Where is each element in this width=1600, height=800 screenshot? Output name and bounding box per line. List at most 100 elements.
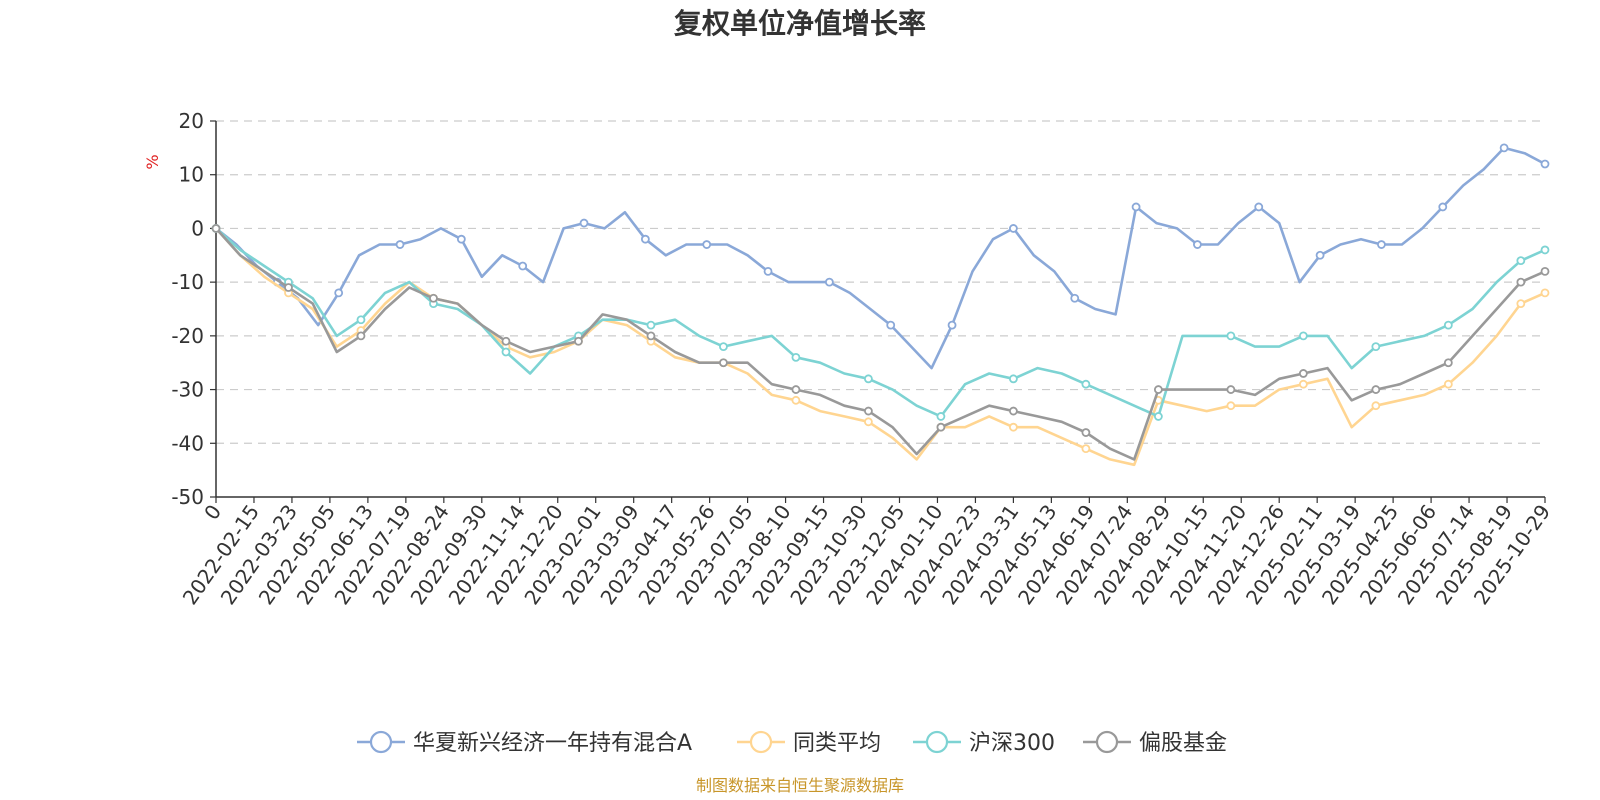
data-point [886,320,896,330]
data-point [1540,159,1550,169]
data-point [1371,401,1381,411]
data-point [211,224,221,233]
data-point [1377,240,1386,249]
data-point [791,385,801,394]
data-point [791,395,801,405]
data-point [1298,379,1308,389]
data-point [1081,444,1091,454]
data-point [1254,202,1264,212]
data-point [947,320,957,330]
data-point [1540,245,1550,255]
legend: 华夏新兴经济一年持有混合A 同类平均 沪深300 偏股基金 [357,730,1227,756]
data-point [1540,288,1550,298]
data-point [574,336,583,346]
y-tick-label: -50 [171,485,204,509]
legend-circle-icon [369,730,393,754]
data-point [1516,256,1526,266]
data-point [1516,277,1526,287]
series-line-2 [215,227,1546,418]
x-tick-label: 0 [199,500,226,524]
data-point [395,240,405,249]
source-note: 制图数据来自恒生聚源数据库 [696,776,904,795]
y-tick-label: -20 [171,324,204,348]
series-line-0 [215,146,1546,370]
data-point [936,422,946,432]
data-point [334,288,344,298]
data-point [719,358,728,368]
data-point [579,218,589,228]
data-point [356,315,366,325]
data-point [1298,369,1308,378]
data-point [501,336,511,346]
data-point [1070,293,1080,303]
data-point [791,352,801,362]
data-point [1081,379,1091,389]
y-tick-label: -30 [171,378,204,402]
legend-item-0[interactable]: 华夏新兴经济一年持有混合A [357,730,692,756]
data-point [719,342,728,352]
y-tick-label: 10 [179,163,204,187]
data-point [1298,331,1308,341]
data-point [1371,385,1381,394]
data-point [1081,428,1091,437]
data-point [1499,143,1509,153]
data-point [1443,358,1453,368]
data-point [702,240,712,249]
y-tick-label: 0 [191,216,204,240]
data-point [1009,422,1018,432]
legend-label: 华夏新兴经济一年持有混合A [413,731,692,756]
data-point [1131,202,1141,212]
legend-item-1[interactable]: 同类平均 [737,730,881,756]
data-point [1371,342,1381,352]
data-point [646,320,656,330]
data-point [640,234,650,244]
series-line-3 [215,227,1546,461]
data-point [1009,374,1018,384]
y-tick-label: -10 [171,270,204,294]
data-point [1193,240,1202,249]
data-point [1009,406,1018,416]
legend-circle-icon [1095,730,1119,754]
data-point [1438,202,1448,212]
legend-label: 偏股基金 [1139,731,1227,756]
y-axis-unit: % [143,154,162,169]
data-point [1540,266,1550,276]
series-line-1 [215,227,1546,467]
data-point [763,266,773,276]
data-point [456,234,466,244]
data-point [518,261,528,271]
data-point [1009,224,1018,233]
data-point [936,412,946,421]
data-point [501,347,511,357]
series-lines [211,143,1550,467]
legend-label: 沪深300 [969,731,1055,756]
axes: 20100-10-20-30-40-5002022-02-152022-03-2… [171,109,1555,609]
data-point [1153,385,1163,394]
data-point [864,417,873,427]
data-point [1315,250,1325,260]
data-point [1443,379,1453,389]
data-point [1226,401,1236,411]
legend-item-3[interactable]: 偏股基金 [1083,730,1227,756]
data-point [824,277,834,287]
legend-circle-icon [749,730,773,754]
data-point [1226,385,1236,394]
data-point [646,331,656,341]
data-point [1516,299,1526,309]
legend-label: 同类平均 [793,731,881,756]
data-point [864,374,873,384]
legend-item-2[interactable]: 沪深300 [913,730,1055,756]
data-point [1226,331,1236,341]
data-point [1153,412,1163,421]
y-tick-label: -40 [171,431,204,455]
legend-circle-icon [925,730,949,754]
gridlines [216,120,1545,444]
data-point [284,283,293,292]
data-point [1443,320,1453,330]
data-point [356,331,366,341]
data-point [429,293,438,303]
data-point [864,406,873,416]
y-tick-label: 20 [179,109,204,133]
chart-title: 复权单位净值增长率 [674,7,926,40]
